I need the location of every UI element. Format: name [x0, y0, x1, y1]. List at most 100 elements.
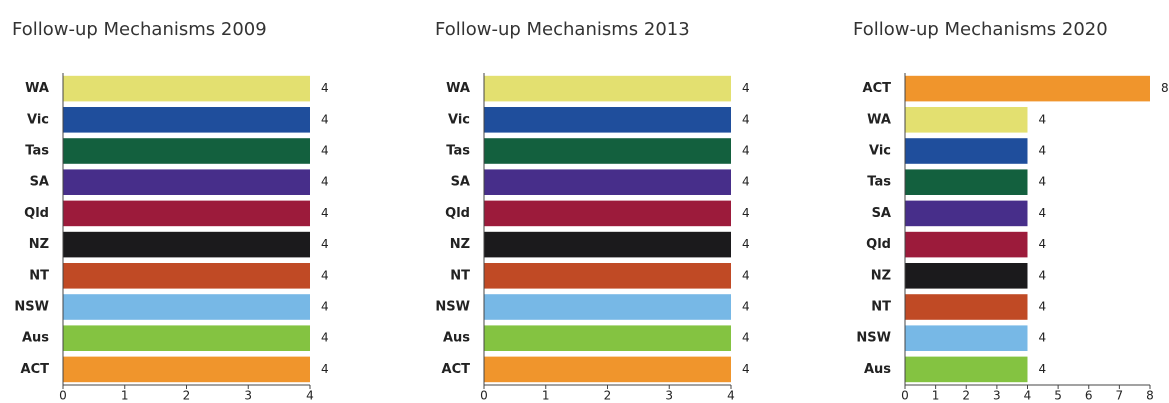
- category-label: Vic: [27, 112, 49, 127]
- value-label: 4: [321, 144, 329, 158]
- value-label: 4: [321, 175, 329, 189]
- x-tick-label: 4: [727, 389, 735, 403]
- bar: [905, 107, 1028, 133]
- value-label: 4: [1039, 331, 1047, 345]
- value-label: 4: [1039, 112, 1047, 126]
- bar: [63, 356, 310, 383]
- x-tick-label: 3: [244, 389, 252, 403]
- value-label: 4: [321, 237, 329, 251]
- category-label: Aus: [864, 362, 891, 377]
- bar: [63, 107, 310, 133]
- x-tick-label: 3: [993, 389, 1001, 403]
- category-label: SA: [872, 206, 891, 221]
- x-tick-label: 2: [604, 389, 612, 403]
- bar: [63, 231, 310, 258]
- category-label: NZ: [450, 237, 470, 252]
- bar: [484, 356, 731, 383]
- category-label: Aus: [22, 331, 49, 346]
- x-tick-label: 4: [306, 389, 314, 403]
- x-tick-label: 1: [542, 389, 550, 403]
- value-label: 4: [742, 81, 750, 95]
- bar: [905, 75, 1150, 102]
- value-label: 4: [321, 362, 329, 376]
- bar: [905, 200, 1028, 227]
- value-label: 4: [1039, 237, 1047, 251]
- bar: [484, 107, 731, 133]
- x-tick-label: 0: [59, 389, 67, 403]
- bar: [905, 169, 1028, 195]
- bar: [905, 231, 1028, 258]
- bar: [63, 75, 310, 102]
- x-tick-label: 6: [1085, 389, 1093, 403]
- x-tick-label: 2: [962, 389, 970, 403]
- value-label: 4: [742, 331, 750, 345]
- bar: [484, 200, 731, 227]
- bar: [484, 325, 731, 351]
- value-label: 4: [1039, 175, 1047, 189]
- bar: [905, 294, 1028, 320]
- value-label: 4: [742, 237, 750, 251]
- x-tick-label: 7: [1116, 389, 1124, 403]
- category-label: Aus: [443, 331, 470, 346]
- value-label: 4: [1039, 362, 1047, 376]
- bar: [63, 169, 310, 195]
- category-label: WA: [867, 112, 891, 127]
- bar: [63, 325, 310, 351]
- value-label: 4: [321, 300, 329, 314]
- category-label: Qld: [866, 237, 891, 252]
- value-label: 4: [742, 112, 750, 126]
- category-label: NZ: [871, 268, 891, 283]
- value-label: 4: [742, 206, 750, 220]
- value-label: 4: [1039, 206, 1047, 220]
- category-label: NT: [29, 268, 49, 283]
- category-label: Vic: [869, 144, 891, 159]
- category-label: Tas: [867, 175, 891, 190]
- category-label: Tas: [446, 144, 470, 159]
- bar: [484, 294, 731, 320]
- category-label: ACT: [21, 362, 50, 377]
- x-tick-label: 2: [183, 389, 191, 403]
- bar: [63, 138, 310, 164]
- value-label: 4: [321, 112, 329, 126]
- category-label: WA: [25, 81, 49, 96]
- category-label: NT: [871, 300, 891, 315]
- category-label: NT: [450, 268, 470, 283]
- bar: [484, 169, 731, 195]
- bar: [484, 263, 731, 289]
- value-label: 4: [1039, 300, 1047, 314]
- category-label: Qld: [445, 206, 470, 221]
- x-tick-label: 0: [480, 389, 488, 403]
- value-label: 4: [742, 300, 750, 314]
- value-label: 4: [742, 144, 750, 158]
- x-tick-label: 0: [901, 389, 909, 403]
- bar: [484, 138, 731, 164]
- chart-title: Follow-up Mechanisms 2020: [853, 19, 1108, 40]
- category-label: WA: [446, 81, 470, 96]
- chart-title: Follow-up Mechanisms 2009: [12, 19, 267, 40]
- x-tick-label: 1: [932, 389, 940, 403]
- bar: [905, 263, 1028, 289]
- chart-title: Follow-up Mechanisms 2013: [435, 19, 690, 40]
- x-tick-label: 3: [665, 389, 673, 403]
- value-label: 4: [742, 268, 750, 282]
- category-label: Qld: [24, 206, 49, 221]
- bar: [484, 231, 731, 258]
- category-label: SA: [30, 175, 49, 190]
- category-label: NZ: [29, 237, 49, 252]
- value-label: 4: [1039, 144, 1047, 158]
- bar: [905, 138, 1028, 164]
- category-label: NSW: [856, 331, 891, 346]
- value-label: 8: [1161, 81, 1169, 95]
- value-label: 4: [742, 175, 750, 189]
- category-label: ACT: [442, 362, 471, 377]
- category-label: NSW: [435, 300, 470, 315]
- bar: [905, 356, 1028, 383]
- bar: [484, 75, 731, 102]
- value-label: 4: [742, 362, 750, 376]
- x-tick-label: 4: [1024, 389, 1032, 403]
- category-label: Tas: [25, 144, 49, 159]
- category-label: SA: [451, 175, 470, 190]
- bar: [905, 325, 1028, 351]
